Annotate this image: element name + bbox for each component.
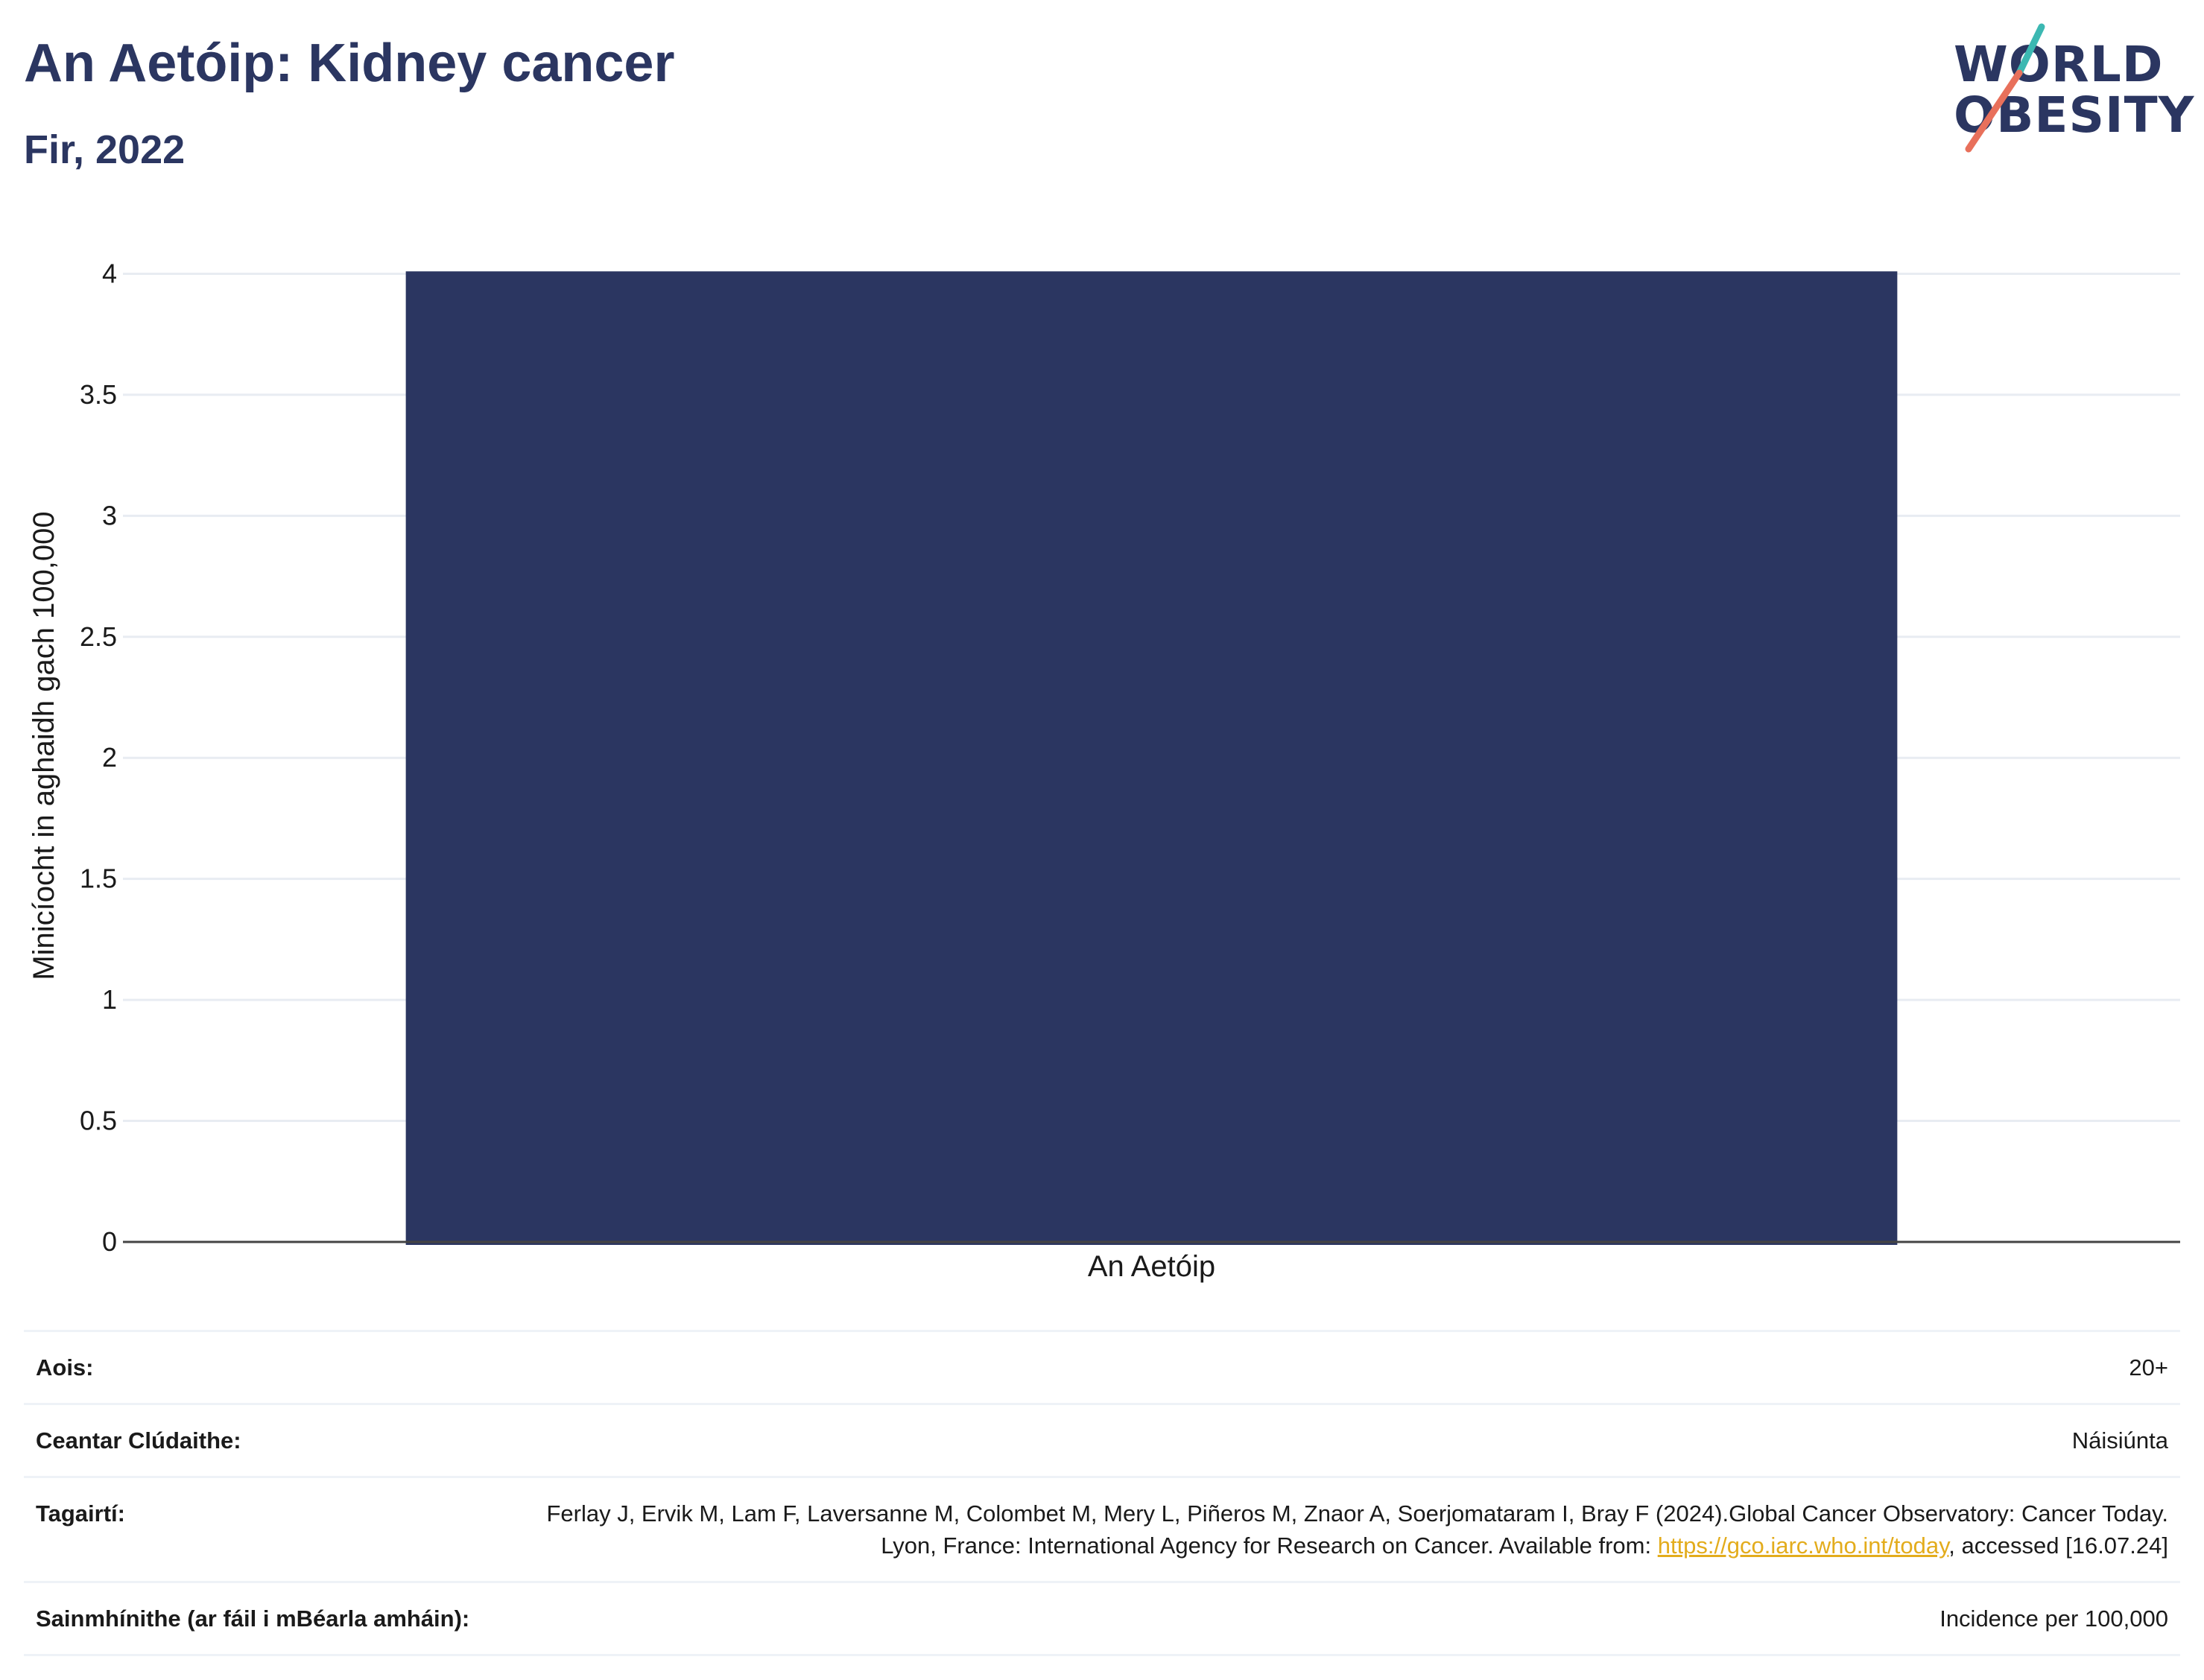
y-tick-label: 3 — [102, 500, 117, 530]
references-text: Ferlay J, Ervik M, Lam F, Laversanne M, … — [546, 1500, 2168, 1559]
coverage-label: Ceantar Clúdaithe: — [36, 1427, 241, 1454]
y-tick-label: 3.5 — [80, 379, 117, 410]
y-tick-label: 2.5 — [80, 621, 117, 652]
y-tick-label: 4 — [102, 258, 117, 288]
info-row-references: Tagairtí: Ferlay J, Ervik M, Lam F, Lave… — [24, 1478, 2180, 1583]
info-table: Aois: 20+ Ceantar Clúdaithe: Náisiúnta T… — [24, 1330, 2180, 1656]
definitions-value: Incidence per 100,000 — [1939, 1605, 2168, 1632]
bar-chart: 0 0.5 1 1.5 2 2.5 3 3.5 4 An Aetóip Minicíocht i… — [28, 258, 2180, 1283]
world-obesity-logo: WORLD OBESITY — [1945, 21, 2194, 155]
bar[interactable] — [405, 271, 1898, 1245]
references-link[interactable]: https://gco.iarc.who.int/today — [1657, 1532, 1949, 1559]
y-tick-label: 2 — [102, 742, 117, 773]
info-row-definitions: Sainmhínithe (ar fáil i mBéarla amháin):… — [24, 1583, 2180, 1656]
x-tick-labels: An Aetóip — [1088, 1250, 1215, 1283]
age-label: Aois: — [36, 1354, 94, 1381]
references-label: Tagairtí: — [36, 1500, 125, 1527]
chart-subtitle: Fir, 2022 — [24, 127, 186, 172]
info-row-coverage: Ceantar Clúdaithe: Náisiúnta — [24, 1405, 2180, 1478]
chart-title: An Aetóip: Kidney cancer — [24, 34, 675, 93]
y-axis-title: Minicíocht in aghaidh gach 100,000 — [28, 511, 60, 980]
y-tick-label: 1.5 — [80, 863, 117, 894]
coverage-value: Náisiúnta — [2071, 1427, 2168, 1454]
references-accessed: , accessed [16.07.24] — [1948, 1532, 2168, 1559]
definitions-label: Sainmhínithe (ar fáil i mBéarla amháin): — [36, 1605, 470, 1632]
logo-slash-icon — [1965, 23, 2045, 153]
y-tick-labels: 0 0.5 1 1.5 2 2.5 3 3.5 4 — [80, 258, 117, 1257]
y-tick-label: 1 — [102, 984, 117, 1015]
y-tick-label: 0.5 — [80, 1106, 117, 1136]
info-row-age: Aois: 20+ — [24, 1332, 2180, 1405]
x-tick-label: An Aetóip — [1088, 1250, 1215, 1283]
bars — [405, 271, 1898, 1245]
logo-line-1: WORLD — [1954, 36, 2164, 93]
age-value: 20+ — [2129, 1354, 2168, 1381]
y-tick-label: 0 — [102, 1226, 117, 1257]
references-value: Ferlay J, Ervik M, Lam F, Laversanne M, … — [529, 1497, 2168, 1562]
